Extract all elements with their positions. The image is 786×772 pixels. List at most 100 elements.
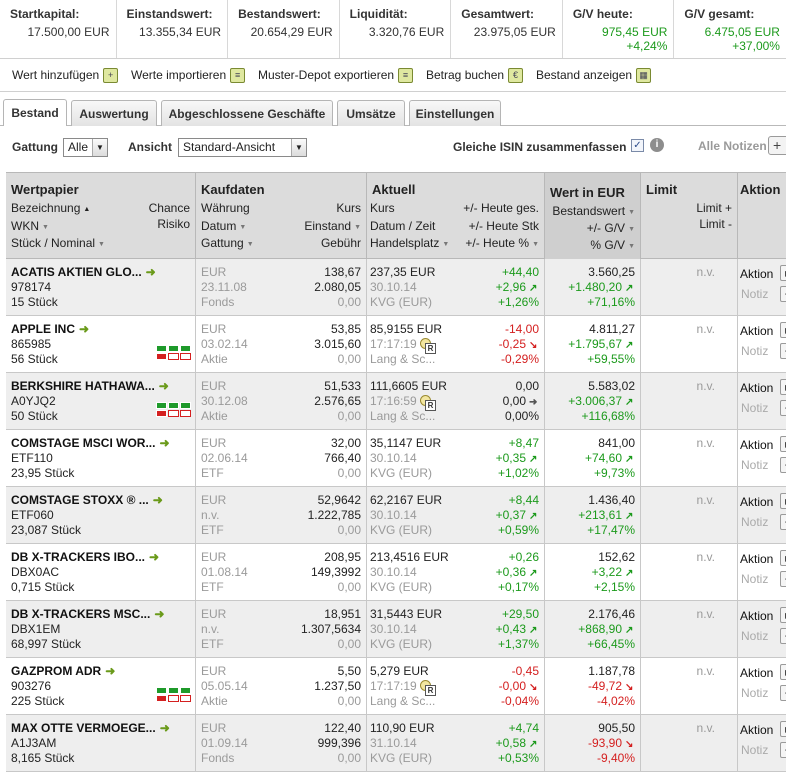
action-menu[interactable]: Aktion <box>740 267 774 281</box>
action-open-button[interactable]: ▸ <box>780 322 786 338</box>
sort-gv[interactable]: +/- G/V <box>587 221 635 235</box>
all-notes-label: Alle Notizen <box>698 139 767 153</box>
sort-gattung[interactable]: Gattung <box>201 236 254 250</box>
security-name-link[interactable]: DB X-TRACKERS MSC... ➜ <box>11 607 164 621</box>
sort-heute-pct[interactable]: +/- Heute % <box>465 236 539 250</box>
note-add-button[interactable]: + <box>780 457 786 473</box>
note-add-button[interactable]: + <box>780 286 786 302</box>
action-menu[interactable]: Aktion <box>740 381 774 395</box>
today-per-share-group: +2,96 ↗ <box>496 280 539 296</box>
summary-value: 975,45 EUR <box>602 25 668 39</box>
cost-basis: 2.080,05 <box>314 280 361 294</box>
holding-value: 5.583,02 <box>588 379 635 393</box>
show-holdings-label: Bestand anzeigen <box>536 68 633 82</box>
today-per-share: +0,43 <box>495 622 526 636</box>
action-menu[interactable]: Aktion <box>740 552 774 566</box>
tab-abgeschlossene-geschaefte[interactable]: Abgeschlossene Geschäfte <box>161 100 333 126</box>
action-open-button[interactable]: ▸ <box>780 379 786 395</box>
action-menu[interactable]: Aktion <box>740 438 774 452</box>
today-total: +0,26 <box>508 550 539 564</box>
header-limit: Limit Limit + Limit - <box>641 173 738 259</box>
action-open-button[interactable]: ▸ <box>780 265 786 281</box>
action-open-button[interactable]: ▸ <box>780 493 786 509</box>
header-risiko: Risiko <box>157 217 190 231</box>
export-depot-button[interactable]: Muster-Depot exportieren ≡ <box>258 66 414 84</box>
tab-einstellungen[interactable]: Einstellungen <box>409 100 501 126</box>
gain-loss-percent: -4,02% <box>596 694 635 708</box>
summary-item: G/V heute: 975,45 EUR +4,24% <box>563 0 675 58</box>
cell-limit: n.v. <box>641 658 738 714</box>
gain-loss-percent: +9,73% <box>593 466 635 480</box>
action-open-button[interactable]: ▸ <box>780 607 786 623</box>
security-name-link[interactable]: BERKSHIRE HATHAWA... ➜ <box>11 379 169 393</box>
isin-merge-label: Gleiche ISIN zusammenfassen <box>453 140 627 154</box>
gain-loss-group: +3.006,37 ↗ <box>568 394 635 410</box>
buy-price: 138,67 <box>324 265 361 279</box>
info-icon[interactable]: i <box>650 138 664 152</box>
import-icon: ≡ <box>230 67 246 83</box>
security-name-link[interactable]: DB X-TRACKERS IBO... ➜ <box>11 550 159 564</box>
cell-kaufdaten: EUR 05.05.14 Aktie 5,50 1.237,50 0,00 <box>196 658 367 714</box>
isin-merge-checkbox[interactable]: ✓ <box>631 139 644 152</box>
import-values-button[interactable]: Werte importieren ≡ <box>131 66 246 84</box>
sort-wkn[interactable]: WKN <box>11 219 49 233</box>
action-menu[interactable]: Aktion <box>740 495 774 509</box>
gain-loss-group: +74,60 ↗ <box>585 451 635 467</box>
limit-value: n.v. <box>696 436 715 450</box>
security-name-link[interactable]: MAX OTTE VERMOEGE... ➜ <box>11 721 170 735</box>
action-open-button[interactable]: ▸ <box>780 721 786 737</box>
sort-datum[interactable]: Datum <box>201 219 246 233</box>
add-value-button[interactable]: Wert hinzufügen + <box>12 66 119 84</box>
security-name-link[interactable]: APPLE INC ➜ <box>11 322 89 336</box>
tab-umsaetze[interactable]: Umsätze <box>337 100 405 126</box>
cell-wert: 905,50 -93,90 ↘ -9,40% <box>545 715 641 771</box>
action-menu[interactable]: Aktion <box>740 723 774 737</box>
cell-kaufdaten: EUR 01.09.14 Fonds 122,40 999,396 0,00 <box>196 715 367 771</box>
security-name-link[interactable]: GAZPROM ADR ➜ <box>11 664 115 678</box>
note-add-button[interactable]: + <box>780 343 786 359</box>
show-holdings-button[interactable]: Bestand anzeigen ▦ <box>536 66 652 84</box>
security-name-link[interactable]: COMSTAGE MSCI WOR... ➜ <box>11 436 170 450</box>
sort-einstand[interactable]: Einstand <box>304 219 361 233</box>
action-open-button[interactable]: ▸ <box>780 550 786 566</box>
today-per-share: -0,25 <box>498 337 526 351</box>
cell-wert: 5.583,02 +3.006,37 ↗ +116,68% <box>545 373 641 429</box>
asset-type: ETF <box>201 580 224 594</box>
tab-auswertung[interactable]: Auswertung <box>71 100 157 126</box>
note-add-button[interactable]: + <box>780 400 786 416</box>
export-depot-label: Muster-Depot exportieren <box>258 68 395 82</box>
ansicht-select[interactable]: Standard-Ansicht ▼ <box>178 138 307 157</box>
currency: EUR <box>201 721 227 735</box>
trend-down-icon: ↘ <box>625 682 634 693</box>
note-add-button[interactable]: + <box>780 514 786 530</box>
security-name-link[interactable]: COMSTAGE STOXX ® ... ➜ <box>11 493 163 507</box>
note-label: Notiz <box>741 572 769 586</box>
action-open-button[interactable]: ▸ <box>780 436 786 452</box>
sort-stueck[interactable]: Stück / Nominal <box>11 236 105 250</box>
gattung-select[interactable]: Alle ▼ <box>63 138 108 157</box>
sort-bestandswert[interactable]: Bestandswert <box>552 204 635 218</box>
note-add-button[interactable]: + <box>780 571 786 587</box>
note-add-button[interactable]: + <box>780 685 786 701</box>
cell-kaufdaten: EUR n.v. ETF 18,951 1.307,5634 0,00 <box>196 601 367 657</box>
cell-limit: n.v. <box>641 259 738 315</box>
action-menu[interactable]: Aktion <box>740 609 774 623</box>
security-name-link[interactable]: ACATIS AKTIEN GLO... ➜ <box>11 265 156 279</box>
sort-handelsplatz[interactable]: Handelsplatz <box>370 236 449 250</box>
book-amount-button[interactable]: Betrag buchen € <box>426 66 524 84</box>
action-menu[interactable]: Aktion <box>740 666 774 680</box>
note-label: Notiz <box>741 344 769 358</box>
sort-bezeichnung[interactable]: Bezeichnung <box>11 201 90 215</box>
note-add-button[interactable]: + <box>780 628 786 644</box>
action-open-button[interactable]: ▸ <box>780 664 786 680</box>
note-add-button[interactable]: + <box>780 742 786 758</box>
wkn: A0YJQ2 <box>11 394 56 408</box>
header-title: Wert in EUR <box>550 185 625 200</box>
sort-gv-pct[interactable]: % G/V <box>590 238 635 252</box>
action-menu[interactable]: Aktion <box>740 324 774 338</box>
tab-bestand[interactable]: Bestand <box>3 99 67 126</box>
cell-limit: n.v. <box>641 715 738 771</box>
trading-venue: Lang & Sc... <box>370 352 436 366</box>
all-notes-add-button[interactable]: + <box>768 136 786 155</box>
header-aktion: Aktion <box>738 173 786 259</box>
